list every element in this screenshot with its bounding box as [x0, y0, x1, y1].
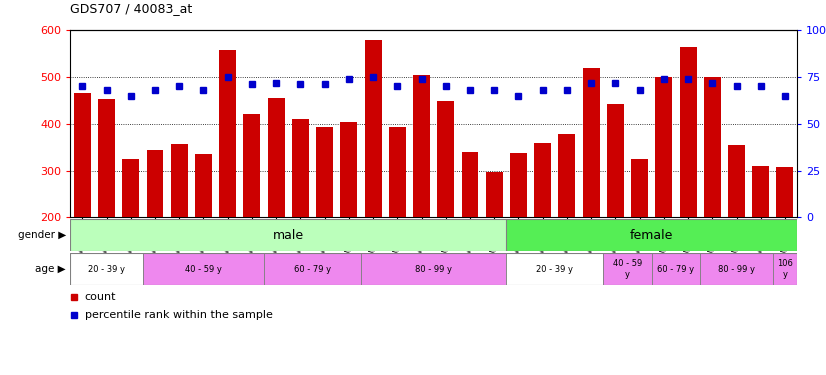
Bar	[219, 50, 236, 217]
Text: 40 - 59
y: 40 - 59 y	[613, 260, 642, 279]
Bar	[195, 154, 212, 218]
Bar	[70, 219, 506, 251]
Bar	[389, 127, 406, 218]
Bar	[607, 104, 624, 218]
Text: percentile rank within the sample: percentile rank within the sample	[85, 310, 273, 320]
Text: 106
y: 106 y	[777, 260, 793, 279]
Bar	[631, 159, 648, 218]
Bar	[74, 93, 91, 218]
Bar	[361, 253, 506, 285]
Bar	[292, 118, 309, 218]
Bar	[728, 146, 745, 218]
Bar	[506, 219, 797, 251]
Bar	[244, 114, 260, 218]
Text: GDS707 / 40083_at: GDS707 / 40083_at	[70, 2, 192, 15]
Bar	[680, 47, 696, 217]
Bar	[143, 253, 264, 285]
Text: 20 - 39 y: 20 - 39 y	[536, 265, 573, 274]
Bar	[171, 144, 188, 218]
Bar	[486, 172, 503, 217]
Bar	[146, 150, 164, 217]
Text: age ▶: age ▶	[36, 264, 66, 274]
Bar	[364, 40, 382, 218]
Bar	[700, 253, 773, 285]
Text: 80 - 99 y: 80 - 99 y	[718, 265, 755, 274]
Bar	[534, 142, 551, 218]
Bar	[264, 253, 361, 285]
Bar	[582, 68, 600, 218]
Text: 20 - 39 y: 20 - 39 y	[88, 265, 125, 274]
Bar	[510, 153, 527, 218]
Bar	[776, 167, 794, 217]
Bar	[558, 134, 576, 218]
Text: 40 - 59 y: 40 - 59 y	[185, 265, 222, 274]
Bar	[704, 77, 721, 218]
Bar	[773, 253, 797, 285]
Bar	[316, 127, 333, 218]
Bar	[652, 253, 700, 285]
Bar	[268, 99, 285, 218]
Text: gender ▶: gender ▶	[18, 230, 66, 240]
Bar	[462, 152, 478, 217]
Bar	[752, 166, 769, 218]
Bar	[98, 99, 115, 218]
Text: female: female	[630, 229, 673, 242]
Bar	[122, 159, 140, 218]
Text: 60 - 79 y: 60 - 79 y	[294, 265, 331, 274]
Text: male: male	[273, 229, 304, 242]
Bar	[340, 122, 358, 218]
Bar	[437, 101, 454, 217]
Bar	[655, 77, 672, 218]
Bar	[603, 253, 652, 285]
Text: 80 - 99 y: 80 - 99 y	[415, 265, 452, 274]
Bar	[413, 75, 430, 217]
Bar	[506, 253, 603, 285]
Text: 60 - 79 y: 60 - 79 y	[657, 265, 695, 274]
Bar	[70, 253, 143, 285]
Text: count: count	[85, 292, 116, 302]
